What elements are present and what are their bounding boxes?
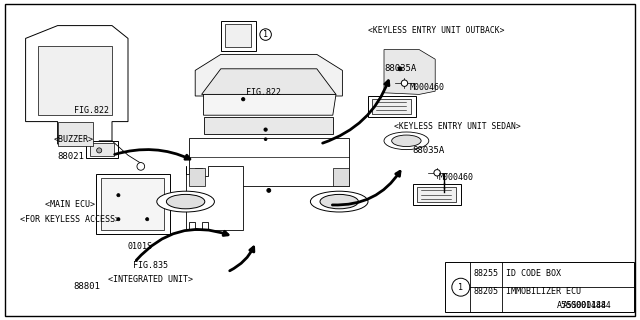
Polygon shape bbox=[195, 54, 342, 96]
Ellipse shape bbox=[166, 194, 205, 209]
Polygon shape bbox=[381, 46, 442, 138]
Text: <FOR KEYLESS ACCESS>: <FOR KEYLESS ACCESS> bbox=[20, 215, 120, 224]
Text: IMMOBILIZER ECU: IMMOBILIZER ECU bbox=[506, 287, 580, 296]
Polygon shape bbox=[186, 166, 243, 230]
Circle shape bbox=[401, 80, 408, 86]
Text: A5S0001484: A5S0001484 bbox=[557, 301, 607, 310]
Polygon shape bbox=[204, 94, 336, 115]
Bar bbox=[417, 187, 456, 202]
Circle shape bbox=[117, 194, 120, 197]
Ellipse shape bbox=[392, 135, 421, 147]
Ellipse shape bbox=[310, 191, 368, 212]
Circle shape bbox=[117, 218, 120, 221]
Polygon shape bbox=[189, 138, 349, 186]
Polygon shape bbox=[173, 54, 365, 214]
Text: FIG.835: FIG.835 bbox=[133, 261, 168, 270]
Text: <KEYLESS ENTRY UNIT OUTBACK>: <KEYLESS ENTRY UNIT OUTBACK> bbox=[368, 26, 504, 35]
Text: 88205: 88205 bbox=[474, 287, 499, 296]
Text: M000460: M000460 bbox=[438, 173, 474, 182]
Bar bbox=[445, 262, 634, 312]
Ellipse shape bbox=[320, 194, 358, 209]
Bar bbox=[333, 168, 349, 186]
Text: <MAIN ECU>: <MAIN ECU> bbox=[45, 200, 95, 209]
Text: <BUZZER>: <BUZZER> bbox=[54, 135, 93, 144]
Text: FIG.822: FIG.822 bbox=[74, 106, 109, 115]
Circle shape bbox=[146, 218, 149, 221]
Bar bbox=[86, 141, 118, 158]
Polygon shape bbox=[58, 122, 93, 146]
Text: M000460: M000460 bbox=[410, 84, 445, 92]
Text: 88035A: 88035A bbox=[384, 64, 416, 73]
Text: 0101S: 0101S bbox=[128, 242, 153, 251]
Bar bbox=[225, 24, 251, 47]
Circle shape bbox=[452, 278, 470, 296]
Bar bbox=[368, 96, 416, 117]
Polygon shape bbox=[384, 50, 435, 94]
Polygon shape bbox=[26, 26, 128, 144]
Bar bbox=[413, 184, 461, 205]
Text: 88255: 88255 bbox=[474, 269, 499, 278]
Bar bbox=[221, 21, 256, 51]
Text: FIG.822: FIG.822 bbox=[246, 88, 282, 97]
Circle shape bbox=[398, 67, 402, 71]
Circle shape bbox=[267, 188, 271, 192]
Text: <KEYLESS ENTRY UNIT SEDAN>: <KEYLESS ENTRY UNIT SEDAN> bbox=[394, 122, 520, 131]
Circle shape bbox=[137, 163, 145, 170]
Polygon shape bbox=[204, 117, 333, 134]
Text: 88021: 88021 bbox=[58, 152, 84, 161]
Circle shape bbox=[264, 138, 267, 140]
Ellipse shape bbox=[157, 191, 214, 212]
Polygon shape bbox=[38, 46, 112, 115]
Polygon shape bbox=[202, 69, 336, 94]
Circle shape bbox=[97, 148, 102, 153]
Circle shape bbox=[242, 98, 244, 101]
Bar bbox=[372, 99, 411, 114]
Text: 1: 1 bbox=[458, 283, 463, 292]
Circle shape bbox=[434, 170, 440, 176]
Bar bbox=[189, 168, 205, 186]
Text: A5S0001484: A5S0001484 bbox=[563, 301, 612, 310]
Bar bbox=[96, 174, 170, 234]
Circle shape bbox=[260, 29, 271, 40]
Text: 1: 1 bbox=[263, 30, 268, 39]
Text: 88035A: 88035A bbox=[413, 146, 445, 155]
Text: 88801: 88801 bbox=[74, 282, 100, 291]
Text: <INTEGRATED UNIT>: <INTEGRATED UNIT> bbox=[108, 276, 193, 284]
Text: ID CODE BOX: ID CODE BOX bbox=[506, 269, 561, 278]
Ellipse shape bbox=[384, 132, 429, 150]
Circle shape bbox=[264, 128, 268, 131]
Bar bbox=[101, 178, 164, 230]
Bar bbox=[90, 143, 114, 156]
